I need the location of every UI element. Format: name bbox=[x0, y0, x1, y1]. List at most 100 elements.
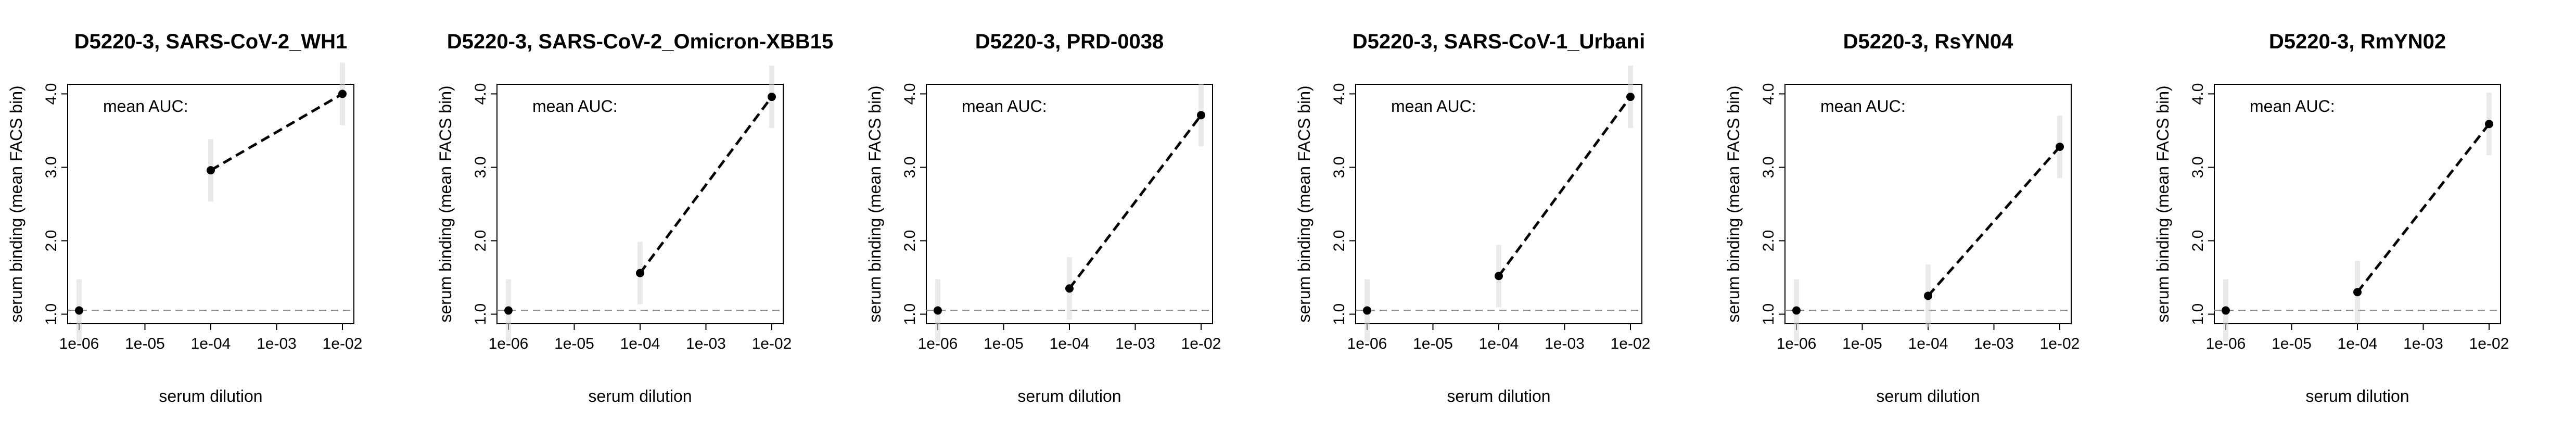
panel-title: D5220-3, RmYN02 bbox=[2269, 30, 2446, 53]
x-tick-label: 1e-04 bbox=[1908, 335, 1948, 352]
y-tick-label: 4.0 bbox=[1331, 83, 1348, 105]
y-tick-label: 4.0 bbox=[901, 83, 919, 105]
y-tick-label: 3.0 bbox=[2189, 157, 2207, 179]
y-tick-label: 1.0 bbox=[2189, 303, 2207, 325]
panel-title: D5220-3, SARS-CoV-2_Omicron-XBB15 bbox=[447, 30, 833, 53]
x-axis-label: serum dilution bbox=[1017, 387, 1121, 405]
y-tick-label: 4.0 bbox=[472, 83, 489, 105]
y-tick-label: 3.0 bbox=[43, 157, 60, 179]
x-tick-label: 1e-04 bbox=[1050, 335, 1090, 352]
data-point bbox=[75, 306, 83, 315]
y-tick-label: 2.0 bbox=[1331, 230, 1348, 252]
panel-title: D5220-3, RsYN04 bbox=[1843, 30, 2014, 53]
mean-auc-label: mean AUC: bbox=[103, 97, 188, 116]
data-point bbox=[1197, 111, 1205, 120]
x-tick-label: 1e-03 bbox=[686, 335, 726, 352]
x-tick-label: 1e-05 bbox=[984, 335, 1024, 352]
data-point bbox=[934, 306, 942, 315]
y-tick-label: 1.0 bbox=[1760, 303, 1777, 325]
y-tick-label: 4.0 bbox=[43, 83, 60, 105]
series-line bbox=[1068, 114, 1202, 289]
mean-auc-label: mean AUC: bbox=[532, 97, 618, 116]
y-tick-label: 1.0 bbox=[43, 303, 60, 325]
x-tick-label: 1e-03 bbox=[1974, 335, 2014, 352]
data-point bbox=[338, 90, 347, 98]
series-line bbox=[639, 96, 773, 274]
mean-auc-label: mean AUC: bbox=[962, 97, 1047, 116]
y-tick-label: 3.0 bbox=[901, 157, 919, 179]
y-tick-label: 1.0 bbox=[901, 303, 919, 325]
series-line bbox=[210, 93, 343, 172]
data-point bbox=[2222, 306, 2230, 315]
y-tick-label: 2.0 bbox=[472, 230, 489, 252]
x-tick-label: 1e-05 bbox=[2272, 335, 2312, 352]
x-tick-label: 1e-02 bbox=[1181, 335, 1221, 352]
x-tick-label: 1e-02 bbox=[752, 335, 792, 352]
data-point bbox=[504, 306, 513, 315]
panel-title: D5220-3, SARS-CoV-2_WH1 bbox=[74, 30, 348, 53]
mean-auc-label: mean AUC: bbox=[1391, 97, 1476, 116]
panel-title: D5220-3, PRD-0038 bbox=[975, 30, 1164, 53]
y-tick-label: 4.0 bbox=[1760, 83, 1777, 105]
y-axis-label: serum binding (mean FACS bin) bbox=[1295, 85, 1313, 322]
y-tick-label: 3.0 bbox=[1331, 157, 1348, 179]
y-axis-label: serum binding (mean FACS bin) bbox=[436, 85, 455, 322]
x-tick-label: 1e-04 bbox=[191, 335, 231, 352]
mean-auc-label: mean AUC: bbox=[1820, 97, 1906, 116]
y-axis-label: serum binding (mean FACS bin) bbox=[865, 85, 884, 322]
x-tick-label: 1e-03 bbox=[257, 335, 297, 352]
data-point bbox=[2353, 288, 2362, 297]
x-tick-label: 1e-02 bbox=[323, 335, 363, 352]
data-point bbox=[768, 93, 776, 101]
plot-frame bbox=[67, 84, 354, 324]
x-tick-label: 1e-05 bbox=[1413, 335, 1453, 352]
series-line bbox=[1497, 96, 1632, 277]
series-line bbox=[1927, 146, 2061, 297]
mean-auc-label: mean AUC: bbox=[2250, 97, 2335, 116]
y-tick-label: 1.0 bbox=[1331, 303, 1348, 325]
x-axis-label: serum dilution bbox=[2305, 387, 2409, 405]
x-tick-label: 1e-05 bbox=[554, 335, 594, 352]
x-tick-label: 1e-04 bbox=[620, 335, 660, 352]
y-axis-label: serum binding (mean FACS bin) bbox=[1724, 85, 1743, 322]
data-point bbox=[1924, 291, 1932, 300]
x-tick-label: 1e-03 bbox=[2403, 335, 2443, 352]
x-tick-label: 1e-03 bbox=[1115, 335, 1155, 352]
data-point bbox=[1363, 306, 1371, 315]
data-point bbox=[1495, 272, 1503, 281]
y-axis-label: serum binding (mean FACS bin) bbox=[2153, 85, 2172, 322]
y-tick-label: 4.0 bbox=[2189, 83, 2207, 105]
x-axis-label: serum dilution bbox=[1876, 387, 1980, 405]
x-tick-label: 1e-02 bbox=[2469, 335, 2509, 352]
y-tick-label: 2.0 bbox=[901, 230, 919, 252]
data-point bbox=[2056, 142, 2064, 151]
data-point bbox=[207, 166, 215, 175]
y-tick-label: 2.0 bbox=[1760, 230, 1777, 252]
x-tick-label: 1e-04 bbox=[2338, 335, 2378, 352]
x-axis-label: serum dilution bbox=[1447, 387, 1550, 405]
series-line bbox=[2356, 123, 2490, 293]
panel-title: D5220-3, SARS-CoV-1_Urbani bbox=[1353, 30, 1645, 53]
data-point bbox=[1792, 306, 1801, 315]
y-tick-label: 2.0 bbox=[43, 230, 60, 252]
x-axis-label: serum dilution bbox=[159, 387, 262, 405]
x-tick-label: 1e-02 bbox=[2040, 335, 2080, 352]
data-point bbox=[1626, 93, 1635, 101]
y-tick-label: 2.0 bbox=[2189, 230, 2207, 252]
data-point bbox=[2485, 120, 2493, 129]
x-tick-label: 1e-03 bbox=[1545, 335, 1585, 352]
y-tick-label: 3.0 bbox=[1760, 157, 1777, 179]
data-point bbox=[636, 269, 644, 277]
x-tick-label: 1e-04 bbox=[1479, 335, 1519, 352]
x-tick-label: 1e-05 bbox=[125, 335, 165, 352]
x-axis-label: serum dilution bbox=[588, 387, 692, 405]
y-axis-label: serum binding (mean FACS bin) bbox=[7, 85, 25, 322]
